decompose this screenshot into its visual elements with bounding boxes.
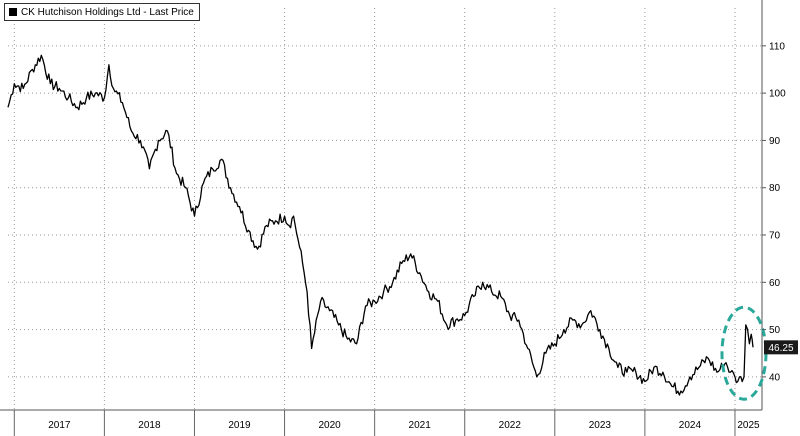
series-layer	[7, 54, 754, 396]
x-tick-label: 2024	[679, 420, 702, 431]
y-axis-ticks: 40 50 60 70 80 90 100 110	[762, 41, 786, 383]
annotation-layer	[720, 305, 768, 401]
last-price-marker: 46.25	[764, 340, 798, 355]
x-tick-label: 2022	[499, 420, 522, 431]
legend-label: CK Hutchison Holdings Ltd - Last Price	[21, 6, 194, 18]
grid-lines	[8, 8, 762, 410]
chart-legend: CK Hutchison Holdings Ltd - Last Price	[4, 3, 200, 21]
x-tick-label: 2017	[48, 420, 71, 431]
y-tick-label: 70	[769, 231, 781, 242]
x-tick-label: 2021	[409, 420, 432, 431]
x-tick-label: 2020	[318, 420, 341, 431]
y-tick-label: 90	[769, 136, 781, 147]
x-axis-ticks: 2017 2018 2019 2020 2021 2022 2023 2024 2025	[48, 420, 760, 431]
series-line	[7, 54, 754, 396]
axes	[0, 0, 763, 436]
y-tick-label: 80	[769, 183, 781, 194]
x-tick-label: 2025	[737, 420, 760, 431]
y-tick-label: 40	[769, 372, 781, 383]
highlight-ellipse	[720, 305, 768, 401]
y-tick-label: 50	[769, 325, 781, 336]
y-tick-label: 100	[769, 89, 786, 100]
last-price-label: 46.25	[768, 343, 793, 354]
x-tick-label: 2018	[138, 420, 161, 431]
legend-swatch	[9, 8, 17, 16]
y-tick-label: 110	[769, 41, 785, 52]
x-tick-label: 2023	[589, 420, 612, 431]
x-tick-label: 2019	[228, 420, 251, 431]
y-tick-label: 60	[769, 278, 781, 289]
last-price-box	[764, 340, 798, 355]
